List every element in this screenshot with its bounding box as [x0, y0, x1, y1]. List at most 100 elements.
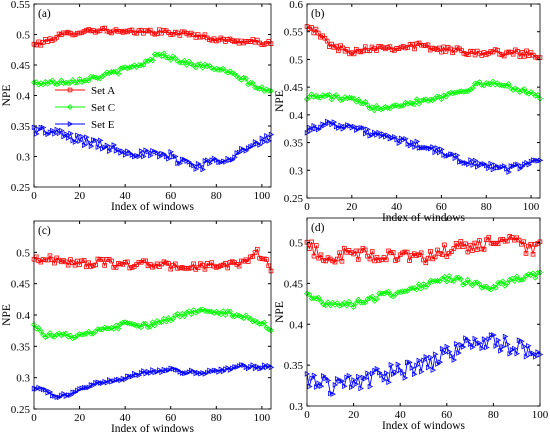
data-point	[407, 258, 412, 263]
data-point	[388, 361, 395, 368]
data-point	[425, 364, 432, 371]
data-point	[503, 82, 510, 89]
data-point	[345, 47, 350, 52]
data-point	[496, 82, 503, 89]
data-point	[325, 377, 332, 384]
data-point	[366, 295, 373, 302]
data-point	[449, 249, 454, 254]
y-tick-label: 0.25	[284, 193, 304, 205]
series-set-a	[304, 24, 543, 61]
data-point	[379, 372, 385, 379]
data-point	[68, 130, 74, 137]
data-point	[311, 295, 317, 302]
data-point	[321, 258, 326, 263]
data-point	[261, 88, 268, 94]
data-point	[412, 144, 418, 150]
data-point	[166, 155, 172, 162]
data-point	[400, 250, 405, 256]
data-point	[409, 365, 416, 371]
data-point	[35, 81, 42, 88]
data-point	[505, 238, 510, 244]
data-point	[458, 239, 464, 244]
data-point	[142, 58, 149, 65]
series-set-e	[31, 362, 275, 401]
data-point	[423, 354, 430, 360]
data-point	[374, 48, 379, 53]
data-point	[357, 299, 364, 306]
data-point	[365, 126, 371, 133]
data-point	[511, 277, 518, 284]
data-point	[333, 43, 339, 49]
x-tick-label: 80	[211, 190, 223, 202]
data-point	[254, 319, 261, 326]
data-point	[192, 309, 199, 316]
data-point	[478, 284, 485, 291]
data-point	[409, 41, 415, 47]
data-point	[81, 258, 87, 263]
data-point	[470, 344, 476, 350]
series-line	[306, 334, 541, 395]
data-point	[245, 81, 252, 88]
data-point	[362, 98, 369, 105]
data-point	[124, 65, 131, 72]
x-tick-label: 60	[165, 190, 177, 202]
data-point	[85, 77, 92, 84]
data-point	[46, 79, 53, 85]
data-point	[138, 148, 145, 154]
data-point	[338, 301, 345, 308]
data-point	[474, 80, 481, 87]
data-point	[181, 57, 188, 64]
data-point	[324, 38, 330, 44]
x-tick-label: 0	[31, 190, 37, 202]
data-point	[356, 373, 362, 380]
data-point	[94, 326, 101, 333]
data-point	[126, 64, 133, 71]
data-point	[136, 153, 143, 160]
data-point	[484, 237, 489, 242]
data-point	[322, 302, 329, 309]
data-point	[492, 81, 499, 88]
data-point	[466, 161, 472, 168]
data-point	[477, 238, 482, 243]
data-point	[395, 361, 402, 368]
data-point	[363, 375, 369, 382]
x-tick-label: 100	[532, 409, 549, 421]
data-point	[204, 63, 211, 70]
data-point	[488, 240, 494, 246]
data-point	[140, 320, 147, 327]
data-point	[223, 261, 228, 266]
data-point	[444, 254, 450, 259]
data-point	[81, 331, 88, 338]
series-line	[306, 80, 541, 112]
y-tick-label: 0.4	[289, 110, 303, 122]
data-point	[195, 308, 202, 315]
data-point	[499, 278, 506, 285]
data-point	[383, 289, 390, 296]
data-point	[446, 348, 453, 355]
data-point	[476, 281, 483, 288]
data-point	[518, 276, 525, 283]
data-point	[166, 261, 171, 266]
data-point	[515, 161, 521, 168]
data-point	[516, 237, 522, 243]
data-point	[364, 296, 371, 302]
data-point	[143, 258, 148, 264]
data-point	[423, 260, 429, 266]
data-point	[69, 335, 76, 342]
data-point	[346, 372, 353, 379]
data-point	[390, 250, 396, 255]
data-point	[232, 154, 238, 161]
panel-label: (b)	[311, 8, 325, 20]
data-point	[497, 280, 504, 287]
data-point	[97, 137, 104, 144]
x-tick-label: 20	[74, 412, 86, 424]
x-tick-label: 0	[304, 409, 310, 421]
data-point	[434, 145, 441, 151]
data-point	[65, 262, 71, 268]
data-point	[309, 25, 314, 30]
data-point	[465, 87, 472, 94]
data-point	[512, 345, 518, 352]
y-tick-label: 0.6	[289, 0, 303, 11]
legend-marker	[67, 104, 73, 110]
data-point	[418, 250, 424, 256]
